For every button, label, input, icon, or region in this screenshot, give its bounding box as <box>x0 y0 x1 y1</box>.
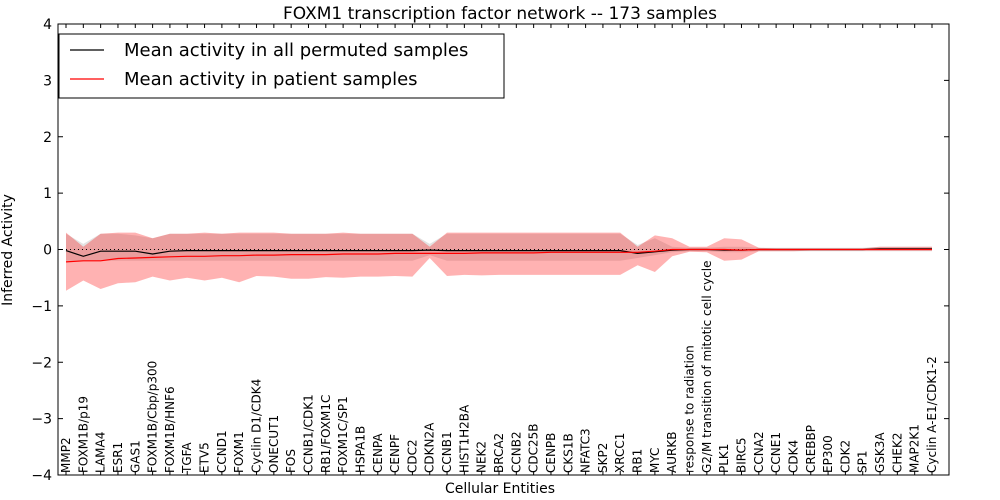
legend-box <box>58 33 505 99</box>
category-label: MMP2 <box>59 437 73 473</box>
category-label: MAP2K1 <box>908 424 922 473</box>
confidence-bands <box>66 232 932 291</box>
category-label: CCNA2 <box>752 431 766 473</box>
category-label: FOXM1C/SP1 <box>336 396 350 473</box>
category-label: ETV5 <box>198 442 212 473</box>
category-label: CENPA <box>371 433 385 473</box>
band-patient <box>66 232 932 291</box>
y-tick-label: 0 <box>43 243 52 259</box>
category-label: CREBBP <box>804 425 818 473</box>
category-label: CDKN2A <box>423 422 437 473</box>
category-label: NEK2 <box>475 441 489 473</box>
category-label: response to radiation <box>683 345 697 473</box>
category-label: XRCC1 <box>613 433 627 473</box>
category-label: CCNB1/CDK1 <box>302 394 316 473</box>
y-tick-label: −4 <box>31 468 52 484</box>
category-label: GSK3A <box>873 432 887 473</box>
category-label: CKS1B <box>561 433 575 473</box>
x-axis-title: Cellular Entities <box>445 481 555 497</box>
category-label: AURKB <box>665 432 679 473</box>
category-label: CCNB1 <box>440 431 454 473</box>
series-line-patient <box>65 248 932 263</box>
category-label: CDK2 <box>838 440 852 473</box>
category-label: LAMA4 <box>94 432 108 473</box>
category-label: Cyclin A-E1/CDK1-2 <box>925 356 939 473</box>
category-label: SKP2 <box>596 443 610 473</box>
category-label: CCNE1 <box>769 432 783 473</box>
category-label: Cyclin D1/CDK4 <box>250 379 264 473</box>
category-label: CDC2 <box>405 439 419 473</box>
y-axis-title: Inferred Activity <box>0 194 16 306</box>
legend: Mean activity in all permuted samples Mea… <box>58 33 505 99</box>
category-label: RB1/FOXM1C <box>319 395 333 473</box>
category-label: HSPA1B <box>353 426 367 473</box>
legend-label: Mean activity in patient samples <box>124 69 418 90</box>
category-label: RB1 <box>631 449 645 473</box>
category-label: ONECUT1 <box>267 415 281 473</box>
category-labels: MMP2 FOXM1B/p19 LAMA4 ESR1 GAS1 FOXM1B/Cbp/p3… <box>59 260 939 474</box>
category-label: FOS <box>284 449 298 473</box>
y-tick-label: −3 <box>31 412 52 428</box>
category-label: MYC <box>648 448 662 473</box>
category-label: HIST1H2BA <box>457 404 471 473</box>
y-tick-label: −2 <box>31 355 52 371</box>
category-label: BIRC5 <box>735 437 749 473</box>
y-tick-label: 3 <box>43 73 52 89</box>
category-label: ESR1 <box>111 442 125 473</box>
category-label: CCNB2 <box>509 431 523 473</box>
category-label: CCND1 <box>215 430 229 473</box>
y-tick-label: 4 <box>43 17 52 33</box>
y-tick-label: −1 <box>31 299 52 315</box>
category-label: EP300 <box>821 435 835 473</box>
category-label: CDC25B <box>527 424 541 474</box>
y-tick-label: 2 <box>43 130 52 146</box>
category-label: GAS1 <box>128 440 142 473</box>
chart-title: FOXM1 transcription factor network -- 17… <box>283 4 717 24</box>
category-label: SP1 <box>856 451 870 474</box>
category-label: CDK4 <box>786 440 800 473</box>
category-label: NFATC3 <box>579 428 593 473</box>
category-label: FOXM1B/Cbp/p300 <box>146 361 160 473</box>
category-label: CENPB <box>544 433 558 473</box>
y-tick-label: 1 <box>43 186 52 202</box>
category-label: PLK1 <box>717 444 731 473</box>
category-label: CHEK2 <box>890 433 904 474</box>
category-label: FOXM1B/p19 <box>76 396 90 473</box>
band-permuted <box>66 233 932 261</box>
legend-label: Mean activity in all permuted samples <box>124 40 468 61</box>
series-lines <box>65 248 932 263</box>
category-label: CENPF <box>388 434 402 473</box>
category-label: FOXM1 <box>232 431 246 473</box>
category-label: TGFA <box>180 442 194 474</box>
category-label: FOXM1B/HNF6 <box>163 386 177 473</box>
category-label: G2/M transition of mitotic cell cycle <box>700 260 714 473</box>
category-label: BRCA2 <box>492 433 506 473</box>
